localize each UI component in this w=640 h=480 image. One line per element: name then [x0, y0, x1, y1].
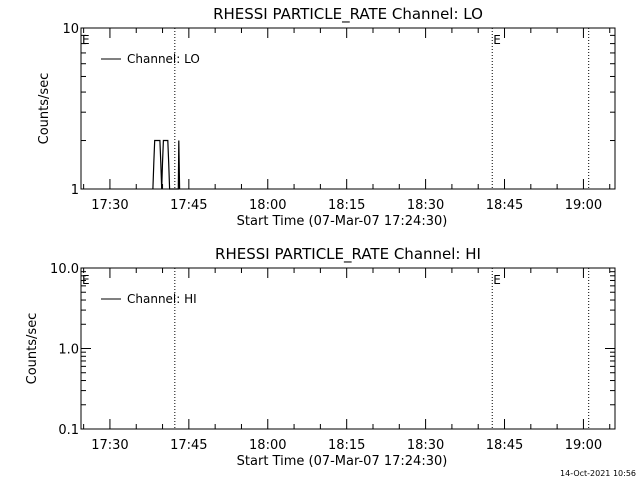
- panel2-legend-label: Channel: HI: [127, 292, 197, 306]
- panel1-event-marker-label: E: [82, 33, 90, 47]
- panel1-y-tick-label: 10: [62, 22, 79, 37]
- panel2-y-tick-label: 10.0: [50, 262, 79, 277]
- panel1-x-tick-label: 18:30: [407, 198, 444, 213]
- panel1-chart-title: RHESSI PARTICLE_RATE Channel: LO: [213, 5, 483, 24]
- panel2-event-marker-label: E: [493, 273, 501, 287]
- panel2-chart-title: RHESSI PARTICLE_RATE Channel: HI: [215, 245, 481, 264]
- panel1-x-axis-label: Start Time (07-Mar-07 17:24:30): [237, 214, 448, 229]
- panel2-x-tick-label: 18:00: [249, 438, 286, 453]
- panel1-x-tick-label: 17:30: [91, 198, 128, 213]
- panel1-legend-label: Channel: LO: [127, 52, 200, 66]
- panel1-event-marker-label: E: [493, 33, 501, 47]
- panel1-x-tick-label: 18:00: [249, 198, 286, 213]
- panel2-x-tick-label: 18:15: [328, 438, 365, 453]
- footer-timestamp: 14-Oct-2021 10:56: [560, 469, 636, 478]
- panel1-x-tick-label: 18:45: [486, 198, 523, 213]
- panel1-series-line: [153, 141, 180, 190]
- panel2-x-tick-label: 17:45: [170, 438, 207, 453]
- panel2-y-tick-label: 0.1: [58, 423, 79, 438]
- panel2-y-tick-label: 1.0: [58, 343, 79, 358]
- panel2-x-tick-label: 17:30: [91, 438, 128, 453]
- panel2-x-tick-label: 18:30: [407, 438, 444, 453]
- panel1-y-axis-label: Counts/sec: [37, 73, 52, 145]
- panel1-x-tick-label: 19:00: [565, 198, 602, 213]
- panel2-y-axis-label: Counts/sec: [25, 313, 40, 385]
- panel1-x-tick-label: 17:45: [170, 198, 207, 213]
- panel1-x-tick-label: 18:15: [328, 198, 365, 213]
- panel2-x-tick-label: 18:45: [486, 438, 523, 453]
- panel2-x-tick-label: 19:00: [565, 438, 602, 453]
- panel1-y-tick-label: 1: [71, 183, 79, 198]
- panel2-x-axis-label: Start Time (07-Mar-07 17:24:30): [237, 454, 448, 469]
- panel2-event-marker-label: E: [82, 273, 90, 287]
